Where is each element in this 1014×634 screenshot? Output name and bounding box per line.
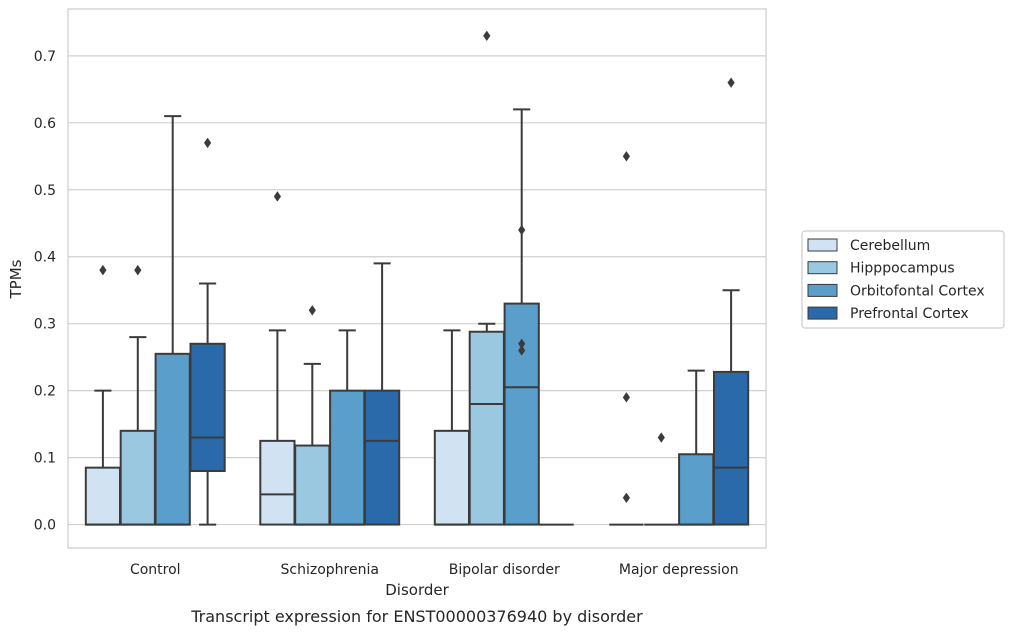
outlier-point (727, 77, 735, 88)
outlier-point (518, 224, 526, 236)
box-schizophrenia-cerebellum (259, 191, 296, 526)
x-tick-label: Control (130, 562, 181, 578)
legend-item: Hipppocampus (807, 261, 955, 277)
legend-swatch (807, 306, 838, 320)
outlier-point (134, 264, 142, 276)
box-control-prefrontal-cortex (189, 137, 226, 526)
box-schizophrenia-prefrontal-cortex (363, 262, 401, 526)
legend-label: Cerebellum (850, 238, 930, 254)
legend-label: Orbitofontal Cortex (850, 283, 985, 299)
legend-swatch (807, 238, 838, 252)
box-iqr (712, 370, 750, 526)
plot-frame (67, 8, 767, 549)
legend-label: Prefrontal Cortex (850, 306, 969, 322)
y-tick-label: 0.7 (34, 49, 56, 65)
y-axis-label: TPMs (7, 259, 25, 299)
legend: Cerebellum Hipppocampus Orbitofontal Corte… (801, 230, 1005, 329)
box-iqr (154, 352, 191, 526)
box-iqr (433, 429, 471, 526)
y-tick-labels: 0.0 0.1 0.2 0.3 0.4 0.5 0.6 0.7 (34, 49, 56, 534)
outlier-point (308, 305, 316, 316)
outlier-point (273, 191, 281, 202)
box-bipolar-disorder-hipppocampus (468, 30, 505, 526)
legend-label: Hipppocampus (850, 261, 955, 277)
y-tick-label: 0.1 (34, 451, 56, 467)
outlier-point (657, 432, 665, 443)
x-tick-labels: Control Schizophrenia Bipolar disorder Majo… (130, 562, 739, 578)
legend-item: Cerebellum (807, 238, 930, 254)
box-iqr (468, 330, 505, 526)
y-tick-label: 0.5 (34, 183, 56, 199)
legend-swatch (807, 283, 838, 297)
outlier-point (483, 30, 491, 41)
box-groups (84, 30, 750, 526)
box-schizophrenia-orbitofontal-cortex (329, 329, 366, 526)
y-tick-label: 0.3 (34, 317, 56, 333)
box-iqr (259, 439, 296, 526)
legend-item: Orbitofontal Cortex (807, 283, 985, 299)
box-iqr (294, 444, 331, 526)
outlier-point (99, 264, 107, 276)
x-tick-label: Schizophrenia (281, 562, 379, 578)
outlier-point (622, 151, 630, 162)
box-iqr (189, 342, 226, 473)
box-major-depression-hipppocampus (644, 432, 679, 526)
box-major-depression-cerebellum (609, 151, 644, 526)
box-major-depression-prefrontal-cortex (712, 77, 750, 526)
box-iqr (119, 429, 156, 526)
y-tick-label: 0.4 (34, 250, 56, 266)
legend-swatch (807, 261, 838, 275)
legend-item: Prefrontal Cortex (807, 306, 969, 322)
outlier-point (204, 137, 212, 149)
x-tick-label: Bipolar disorder (449, 562, 560, 578)
box-schizophrenia-hipppocampus (294, 305, 331, 526)
x-tick-label: Major depression (619, 562, 739, 578)
box-iqr (503, 302, 540, 526)
box-iqr (329, 389, 366, 526)
y-tick-label: 0.0 (34, 518, 56, 534)
box-control-hipppocampus (119, 264, 156, 526)
outlier-point (518, 345, 526, 356)
box-major-depression-orbitofontal-cortex (678, 369, 715, 526)
y-tick-label: 0.6 (34, 116, 56, 132)
box-bipolar-disorder-orbitofontal-cortex (503, 108, 540, 526)
outlier-point (622, 392, 630, 403)
outlier-point (518, 338, 526, 349)
y-tick-label: 0.2 (34, 384, 56, 400)
outlier-point (622, 492, 630, 503)
x-axis-label: Disorder (385, 581, 449, 599)
box-control-orbitofontal-cortex (154, 115, 191, 526)
box-iqr (363, 389, 401, 526)
box-iqr (84, 466, 122, 526)
legend-frame (801, 230, 1005, 329)
box-iqr (678, 453, 715, 526)
figure-caption: Transcript expression for ENST0000037694… (190, 607, 643, 626)
